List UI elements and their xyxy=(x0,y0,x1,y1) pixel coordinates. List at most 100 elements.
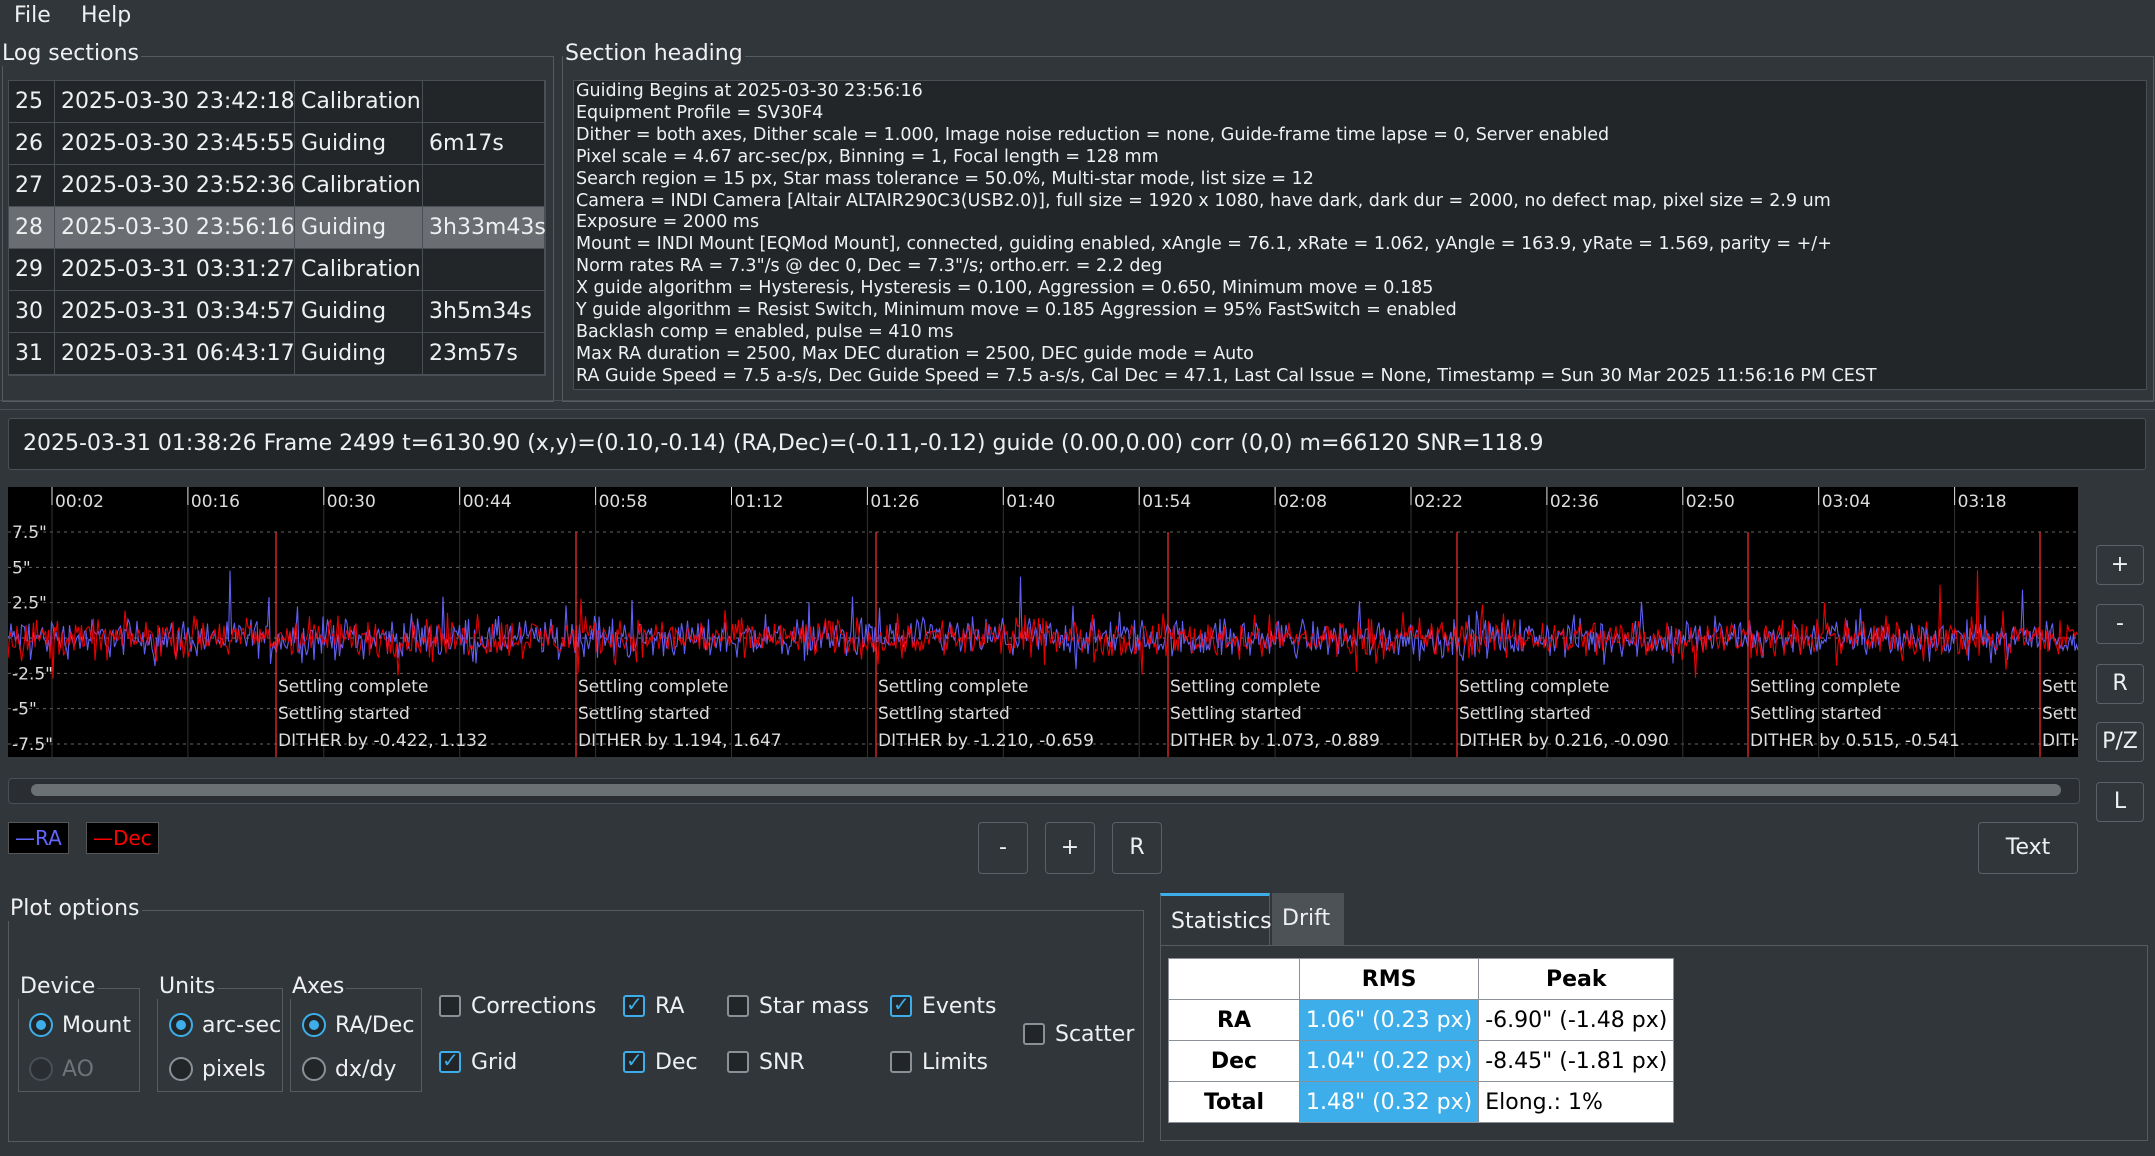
x-tick-label: 02:36 xyxy=(1550,492,1599,512)
zoom-out-x-button[interactable]: - xyxy=(978,822,1028,874)
reset-y-button[interactable]: R xyxy=(2096,664,2144,704)
star-mass-checkbox[interactable] xyxy=(727,995,749,1017)
log-section-row[interactable]: 28 2025-03-30 23:56:16 Guiding 3h33m43s xyxy=(9,207,546,249)
event-label: Settling complete xyxy=(1170,677,1320,697)
splitter-handle[interactable] xyxy=(0,400,2155,410)
event-label: Settling started xyxy=(278,704,410,724)
stats-rms-cell[interactable]: 1.06" (0.23 px) xyxy=(1298,999,1480,1041)
log-section-row[interactable]: 25 2025-03-30 23:42:18 Calibration xyxy=(9,81,545,123)
log-row-duration: 6m17s xyxy=(423,123,545,165)
log-section-row[interactable]: 31 2025-03-31 06:43:17 Guiding 23m57s xyxy=(9,333,545,375)
stats-peak-cell[interactable]: -6.90" (-1.48 px) xyxy=(1478,999,1675,1041)
log-row-number: 29 xyxy=(9,249,55,291)
ra-checkbox[interactable] xyxy=(623,992,645,1017)
log-section-row[interactable]: 29 2025-03-31 03:31:27 Calibration xyxy=(9,249,545,291)
section-heading-line: Camera = INDI Camera [Altair ALTAIR290C3… xyxy=(576,190,1831,211)
section-heading-line: Max RA duration = 2500, Max DEC duration… xyxy=(576,343,1254,364)
event-label: DITHER by 0.515, -0.541 xyxy=(1750,731,1960,751)
zoom-out-y-button[interactable]: - xyxy=(2096,604,2144,644)
limits-label: Limits xyxy=(922,1050,988,1075)
stats-peak-cell[interactable]: Elong.: 1% xyxy=(1478,1081,1675,1123)
section-heading-text: Guiding Begins at 2025-03-30 23:56:16 Equ… xyxy=(573,80,2147,390)
units-arcsec-radio[interactable] xyxy=(169,1013,193,1037)
section-heading-line: Norm rates RA = 7.3"/s @ dec 0, Dec = 7.… xyxy=(576,256,1163,277)
log-row-number: 31 xyxy=(9,333,55,375)
x-tick-label: 00:16 xyxy=(191,492,240,512)
axes-dxdy-radio[interactable] xyxy=(302,1057,326,1081)
stats-header-peak: Peak xyxy=(1478,958,1675,1000)
events-checkbox[interactable] xyxy=(890,992,912,1017)
log-row-number: 25 xyxy=(9,81,55,123)
log-row-duration: 23m57s xyxy=(423,333,545,375)
menu-file[interactable]: File xyxy=(14,3,51,28)
menu-help[interactable]: Help xyxy=(81,3,132,28)
log-section-row[interactable]: 26 2025-03-30 23:45:55 Guiding 6m17s xyxy=(9,123,545,165)
units-title: Units xyxy=(157,974,218,999)
axes-radec-radio[interactable] xyxy=(302,1013,326,1037)
section-heading-line: Pixel scale = 4.67 arc-sec/px, Binning =… xyxy=(576,146,1159,167)
event-label: DITHER by -1.210, -0.659 xyxy=(878,731,1094,751)
grid-label: Grid xyxy=(471,1050,518,1075)
log-row-time: 2025-03-30 23:56:16 xyxy=(55,207,295,249)
device-ao-label: AO xyxy=(62,1057,94,1082)
scatter-checkbox[interactable] xyxy=(1023,1023,1045,1045)
section-heading-line: Y guide algorithm = Resist Switch, Minim… xyxy=(576,300,1457,320)
snr-checkbox[interactable] xyxy=(727,1051,749,1073)
y-tick-label: -7.5" xyxy=(12,735,53,755)
guide-graph[interactable]: 7.5" 5" 2.5" -2.5" -5" -7.5" 00:02 00:16 00:30 00… xyxy=(8,487,2078,757)
plot-options-title: Plot options xyxy=(8,896,142,921)
event-label: Settling started xyxy=(1459,704,1591,724)
stats-row-dec: Dec 1.04" (0.22 px) -8.45" (-1.81 px) xyxy=(1168,1040,1675,1082)
x-tick-label: 00:02 xyxy=(55,492,104,512)
log-sections-table: 25 2025-03-30 23:42:18 Calibration 26 2025-0… xyxy=(8,80,546,376)
event-label: Settling started xyxy=(1750,704,1882,724)
section-heading-line: Exposure = 2000 ms xyxy=(576,212,760,233)
log-sections-title: Log sections xyxy=(0,41,141,66)
frame-info-text: 2025-03-31 01:38:26 Frame 2499 t=6130.90… xyxy=(23,431,1544,456)
dec-checkbox[interactable] xyxy=(623,1048,645,1073)
ra-label: RA xyxy=(655,994,685,1019)
log-row-number: 27 xyxy=(9,165,55,207)
units-pixels-label: pixels xyxy=(202,1057,266,1082)
device-mount-radio[interactable] xyxy=(29,1013,53,1037)
grid-checkbox[interactable] xyxy=(439,1048,461,1073)
graph-horizontal-scrollbar[interactable] xyxy=(8,778,2080,804)
units-frame xyxy=(157,988,283,1092)
log-row-duration: 3h33m43s xyxy=(423,207,546,249)
stats-rms-cell[interactable]: 1.04" (0.22 px) xyxy=(1298,1040,1480,1082)
corrections-label: Corrections xyxy=(471,994,597,1019)
x-tick-label: 00:58 xyxy=(599,492,648,512)
scrollbar-handle[interactable] xyxy=(31,784,2061,796)
log-section-row[interactable]: 30 2025-03-31 03:34:57 Guiding 3h5m34s xyxy=(9,291,545,333)
zoom-in-x-button[interactable]: + xyxy=(1045,822,1095,874)
event-label: DITH xyxy=(2042,731,2078,751)
reset-x-button[interactable]: R xyxy=(1112,822,1162,874)
stats-peak-cell[interactable]: -8.45" (-1.81 px) xyxy=(1478,1040,1675,1082)
units-arcsec-label: arc-sec xyxy=(202,1013,282,1038)
section-heading-line: Search region = 15 px, Star mass toleran… xyxy=(576,168,1314,189)
log-row-type: Calibration xyxy=(295,165,423,207)
log-section-row[interactable]: 27 2025-03-30 23:52:36 Calibration xyxy=(9,165,545,207)
limits-button[interactable]: L xyxy=(2096,782,2144,822)
log-row-time: 2025-03-31 03:31:27 xyxy=(55,249,295,291)
section-heading-line: Backlash comp = enabled, pulse = 410 ms xyxy=(576,321,954,342)
log-row-type: Guiding xyxy=(295,333,423,375)
section-heading-line: Dither = both axes, Dither scale = 1.000… xyxy=(576,124,1610,145)
dec-label: Dec xyxy=(655,1050,698,1075)
event-label: DITHER by -0.422, 1.132 xyxy=(278,731,488,751)
x-tick-label: 01:54 xyxy=(1142,492,1191,512)
limits-checkbox[interactable] xyxy=(890,1051,912,1073)
pan-zoom-button[interactable]: P/Z xyxy=(2096,722,2144,762)
text-button[interactable]: Text xyxy=(1978,822,2078,874)
tab-statistics[interactable]: Statistics xyxy=(1160,893,1272,945)
stats-rms-cell[interactable]: 1.48" (0.32 px) xyxy=(1298,1081,1480,1123)
section-heading-title: Section heading xyxy=(563,41,745,66)
plot-options-frame xyxy=(8,910,1144,1142)
tab-drift[interactable]: Drift xyxy=(1272,893,1344,945)
event-label: Settling started xyxy=(878,704,1010,724)
zoom-in-y-button[interactable]: + xyxy=(2096,545,2144,585)
corrections-checkbox[interactable] xyxy=(439,995,461,1017)
log-row-number: 26 xyxy=(9,123,55,165)
units-pixels-radio[interactable] xyxy=(169,1057,193,1081)
